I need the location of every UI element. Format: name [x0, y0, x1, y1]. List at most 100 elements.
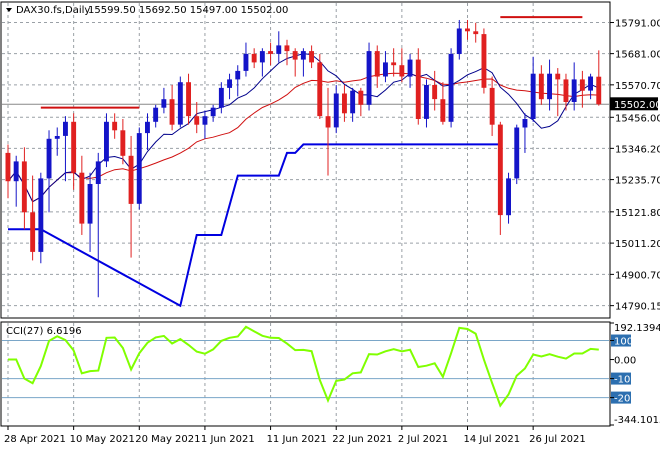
cci-levels [2, 340, 609, 399]
candle-body [473, 31, 479, 35]
candle-body [366, 51, 372, 105]
candle-body [391, 62, 397, 66]
candle-body [284, 45, 290, 52]
current-price-box [610, 97, 658, 111]
time-tick-label: 26 Jul 2021 [529, 434, 586, 445]
candle-body [87, 184, 93, 224]
ma-slow-line [7, 72, 599, 203]
candle-body [309, 51, 314, 63]
candle-body [538, 73, 544, 100]
time-tick-label: 28 Apr 2021 [4, 434, 66, 445]
price-tick-label: 15235.70 [615, 176, 660, 187]
candle-body [63, 121, 68, 136]
price-axis: 15791.00 15681.00 15570.70 15456.00 15346.20… [610, 19, 660, 313]
candle-body [325, 116, 331, 128]
candle-body [407, 59, 413, 77]
time-tick-label: 20 May 2021 [135, 434, 200, 445]
time-tick-label: 1 Jun 2021 [201, 434, 255, 445]
candle-body [440, 99, 446, 122]
price-tick-label: 15346.20 [615, 144, 660, 155]
cci-tick-highlight [611, 334, 631, 347]
price-pane: 15791.00 15681.00 15570.70 15456.00 15346.20… [0, 1, 660, 319]
cci-tick-highlight [611, 391, 631, 404]
candle-body [128, 155, 134, 204]
candle-body [415, 59, 421, 119]
candle-body [227, 79, 232, 88]
candle-body [342, 93, 347, 114]
candle-body [276, 45, 282, 54]
current-price-badge: 15502.00 [610, 97, 660, 111]
candle-body [399, 65, 405, 77]
price-tick-label: 14790.15 [615, 302, 660, 313]
candle-body [95, 161, 101, 184]
candle-body [5, 152, 11, 182]
candle-body [235, 70, 241, 80]
candle-body [448, 53, 454, 122]
cci-tick-label: -344.1015 [614, 415, 660, 426]
cci-grid [7, 323, 534, 425]
candle-body [424, 85, 429, 119]
ohlc-label: 15599.50 15692.50 15497.00 15502.00 [88, 5, 288, 16]
price-tick-label: 15681.00 [615, 50, 660, 61]
cci-tick-label: 100 [614, 337, 633, 348]
candle-body [21, 161, 27, 213]
cci-line [8, 325, 599, 408]
collapse-triangle-icon[interactable] [6, 8, 12, 12]
price-tick-label: 15456.00 [615, 113, 660, 124]
cci-tick-label: -200 [614, 394, 637, 405]
candle-body [555, 73, 561, 80]
candle-body [547, 73, 552, 100]
trend-stepline [8, 143, 501, 308]
candle-body [596, 76, 602, 105]
candle-body [588, 76, 593, 91]
price-tick-label: 15570.70 [615, 81, 660, 92]
candle-body [333, 93, 339, 128]
cci-pane: CCI(27) 6.6196 192.1394 100 0.00 -100 -200 -3… [0, 321, 660, 427]
candle-body [579, 79, 585, 91]
candle-body [120, 130, 126, 156]
candle-body [177, 82, 183, 125]
candle-body [292, 51, 298, 60]
candle-body [358, 90, 364, 105]
candle-body [112, 121, 118, 131]
candle-body [104, 121, 109, 162]
candle-body [530, 73, 536, 119]
price-tick-label: 15791.00 [615, 19, 660, 30]
price-tick-label: 15011.20 [615, 239, 660, 250]
candle-body [38, 178, 44, 252]
candle-body [268, 51, 273, 54]
candle-body [79, 172, 85, 224]
time-tick-label: 14 Jul 2021 [464, 434, 521, 445]
candle-body [571, 79, 577, 102]
candle-body [46, 138, 52, 179]
candle-body [497, 124, 503, 216]
candle-body [194, 116, 200, 125]
candle-body [202, 116, 208, 125]
candle-body [300, 51, 306, 60]
time-tick-label: 22 Jun 2021 [332, 434, 392, 445]
candle-body [506, 178, 511, 216]
candle-body [456, 28, 462, 54]
candle-body [30, 212, 36, 252]
candle-body [218, 87, 224, 108]
candle-body [186, 82, 191, 117]
candle-body [514, 127, 520, 179]
candle-body [251, 53, 257, 63]
trend-line [8, 143, 501, 308]
candles [5, 19, 602, 298]
price-tick-label: 15121.80 [615, 208, 660, 219]
candle-body [210, 107, 216, 117]
candle-body [350, 90, 356, 114]
candle-body [374, 51, 380, 77]
candle-body [563, 79, 569, 102]
candle-body [317, 62, 323, 117]
candle-body [145, 121, 150, 134]
time-tick-label: 10 May 2021 [70, 434, 135, 445]
candle-body [481, 34, 487, 88]
cci-label: CCI(27) 6.6196 [6, 326, 82, 337]
candle-body [13, 161, 19, 182]
candle-body [71, 121, 77, 173]
cci-tick-highlight [611, 372, 631, 385]
candle-body [465, 28, 470, 32]
